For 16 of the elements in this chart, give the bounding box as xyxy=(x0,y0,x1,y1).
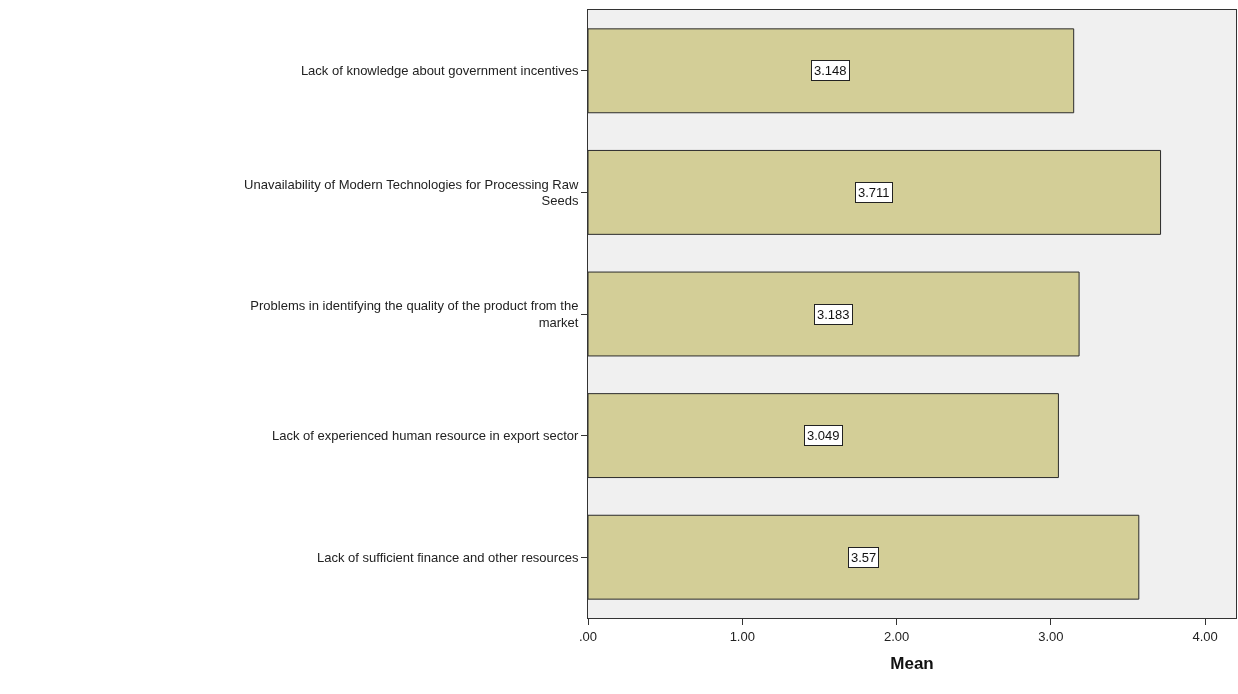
data-label: 3.57 xyxy=(851,550,877,565)
y-tick-label: Lack of knowledge about government incentives xyxy=(300,63,579,79)
x-tick-label: .00 xyxy=(578,628,598,644)
x-axis-title: Mean xyxy=(890,654,934,673)
data-label: 3.711 xyxy=(858,185,890,200)
x-tick-label: 1.00 xyxy=(729,628,755,644)
data-label: 3.049 xyxy=(807,428,840,443)
x-tick-label: 4.00 xyxy=(1192,628,1218,644)
x-tick-label: 2.00 xyxy=(883,628,910,644)
x-tick-label: 3.00 xyxy=(1038,628,1064,644)
y-tick-label: Lack of sufficient finance and other resources xyxy=(317,549,579,565)
y-tick-label: Problems in identifying the quality of the product from the market xyxy=(250,298,579,330)
data-label: 3.148 xyxy=(814,63,847,78)
y-tick-label: Lack of experienced human resource in export sector xyxy=(272,428,580,444)
data-label: 3.183 xyxy=(817,307,850,322)
y-tick-label: Unavailability of Modern Technologies for Processing Raw Seeds xyxy=(244,176,579,209)
